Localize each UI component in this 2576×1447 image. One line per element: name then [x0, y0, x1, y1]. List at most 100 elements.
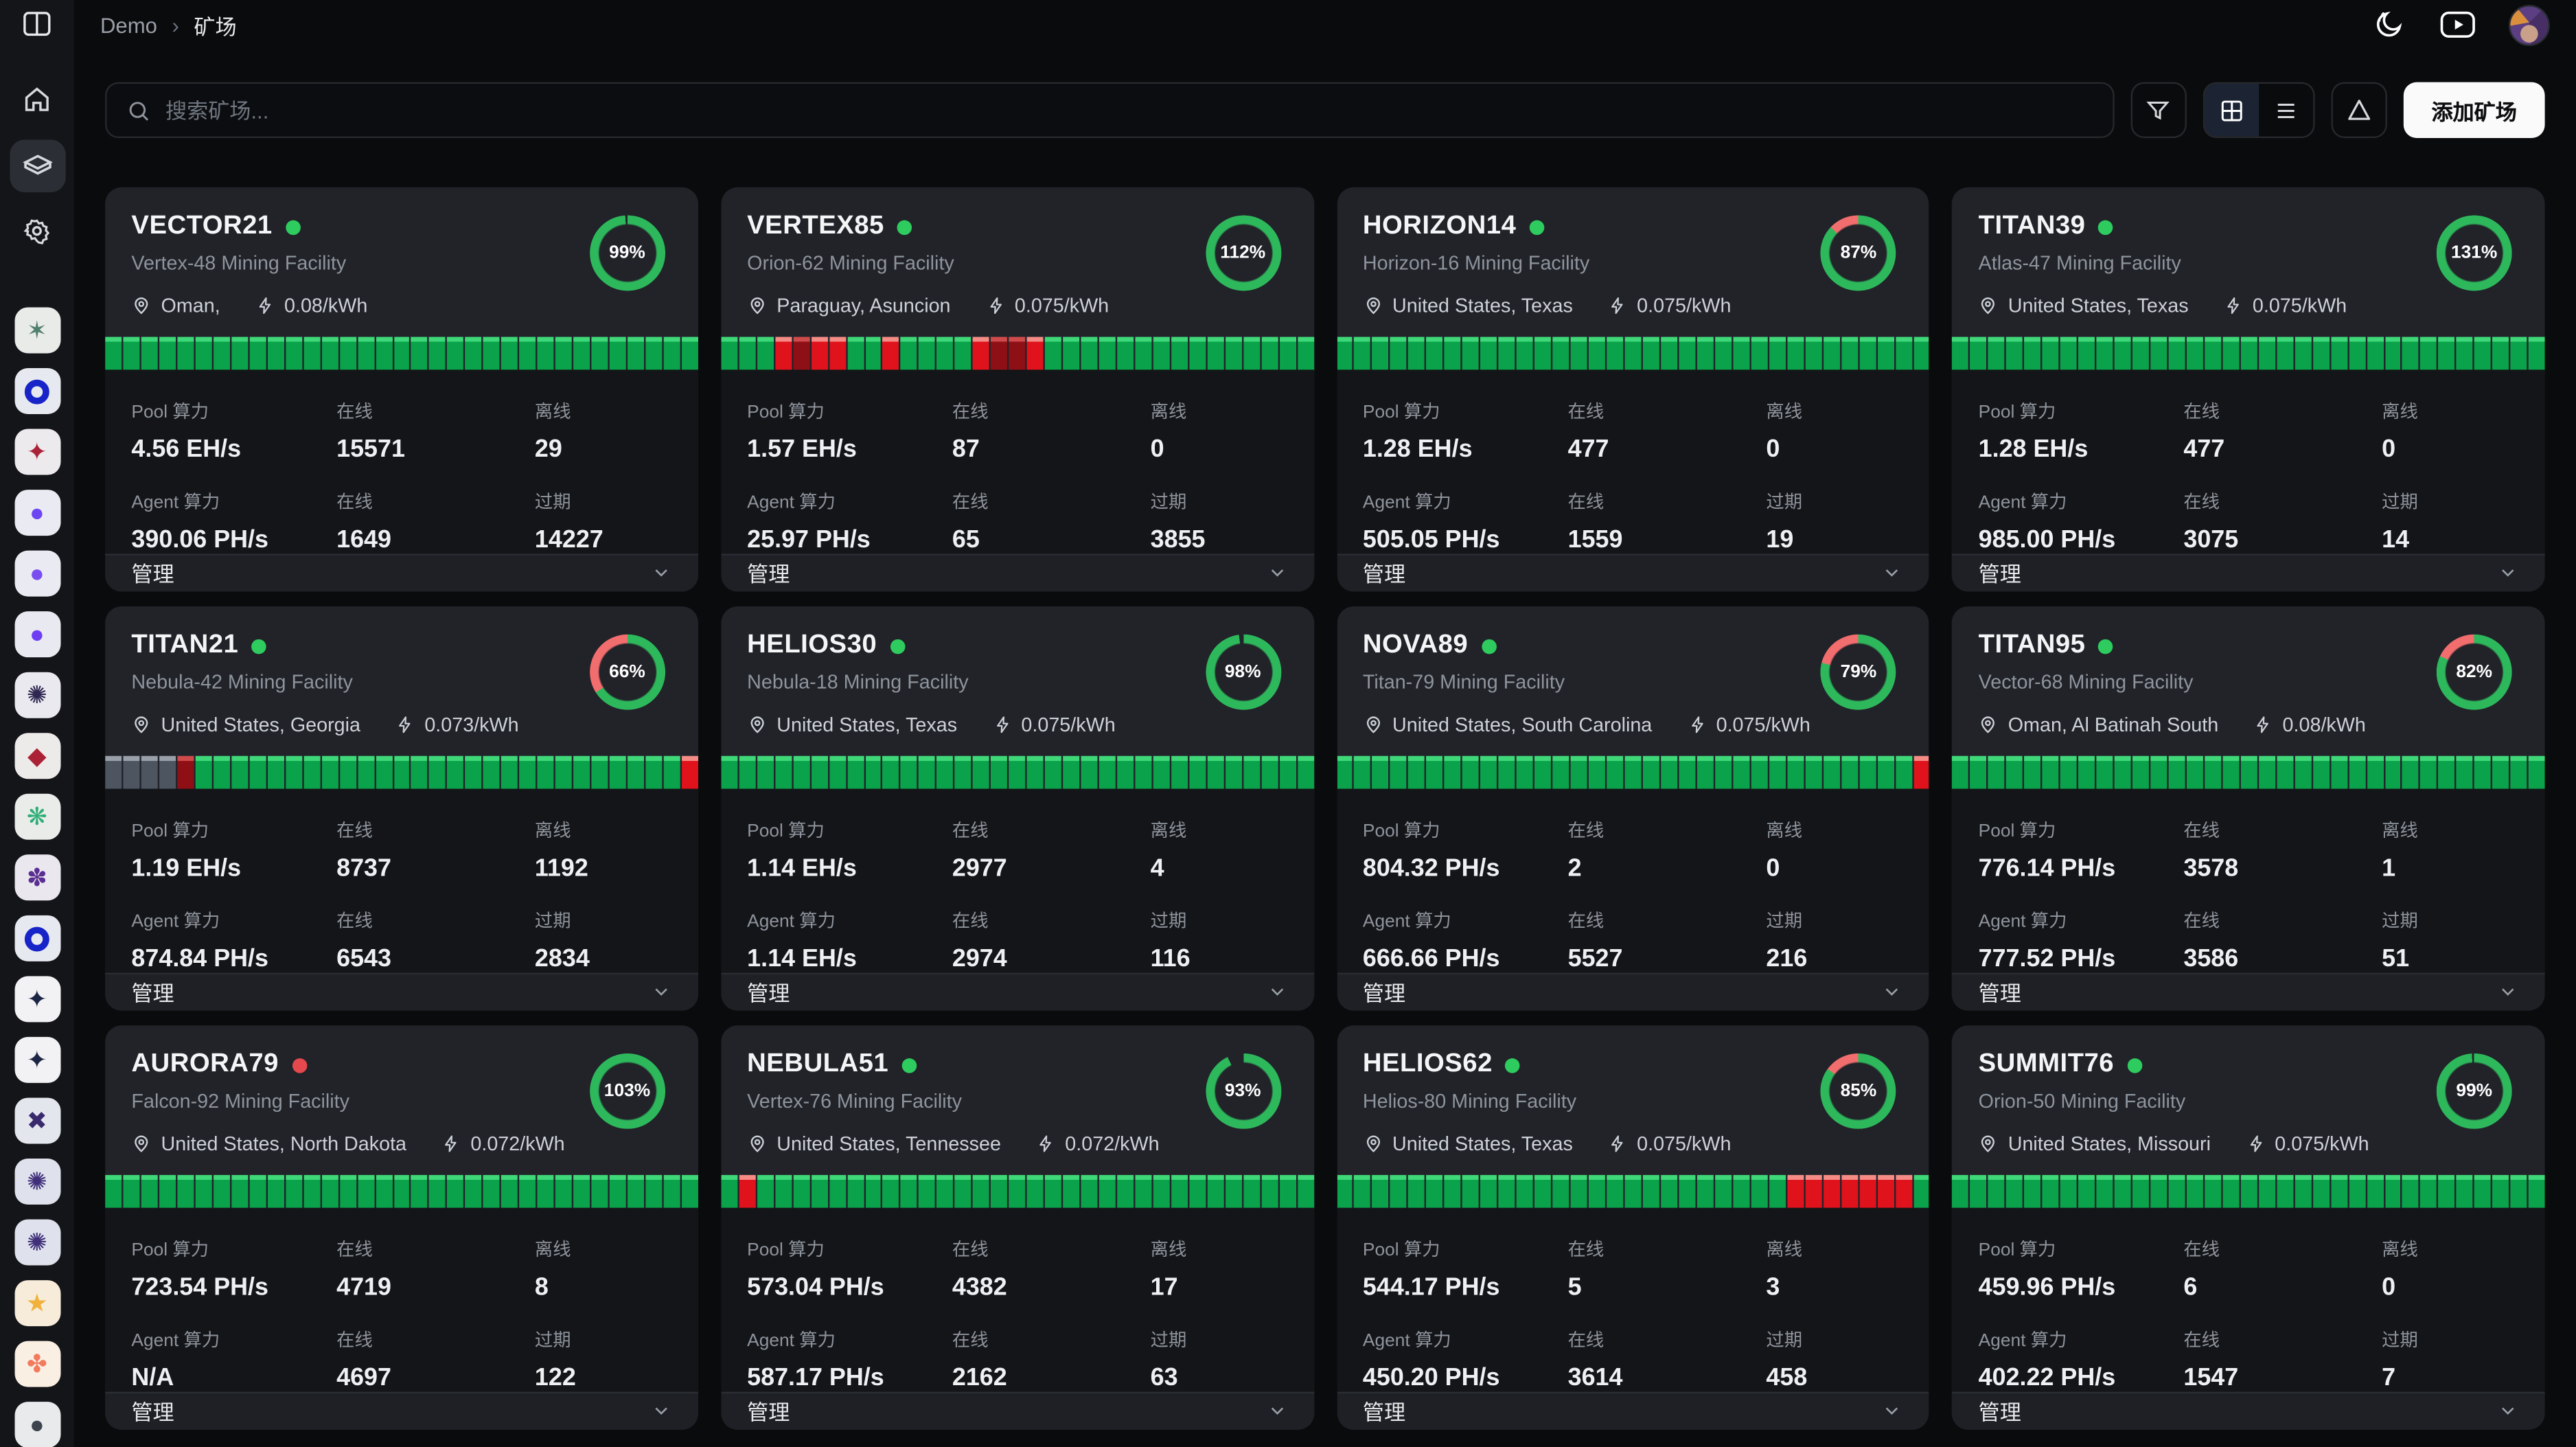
org-avatar[interactable]: ●	[14, 550, 60, 597]
farm-card[interactable]: VERTEX85 Orion-62 Mining Facility Paragu…	[720, 187, 1314, 592]
manage-bar[interactable]: 管理	[1336, 554, 1929, 592]
breadcrumb-root[interactable]: Demo	[100, 12, 157, 37]
sidebar-item-home[interactable]	[9, 73, 65, 126]
agent-expired-label: 过期	[2382, 492, 2418, 513]
agent-online-value: 2162	[952, 1363, 1007, 1392]
manage-bar[interactable]: 管理	[105, 1391, 698, 1430]
farm-card[interactable]: HELIOS62 Helios-80 Mining Facility Unite…	[1336, 1025, 1929, 1430]
alerts-button[interactable]	[2331, 82, 2387, 139]
org-avatar[interactable]: ◆	[14, 733, 60, 779]
worker-bar	[610, 755, 626, 789]
add-farm-button[interactable]: 添加矿场	[2403, 82, 2545, 139]
worker-bar	[2402, 755, 2419, 789]
org-avatar[interactable]	[14, 915, 60, 961]
worker-bar	[955, 755, 971, 789]
worker-bar	[339, 337, 356, 370]
worker-bar	[1661, 337, 1677, 370]
org-avatar[interactable]: ❋	[14, 793, 60, 840]
farm-card[interactable]: TITAN39 Atlas-47 Mining Facility United …	[1952, 187, 2545, 592]
worker-bar	[1261, 1174, 1278, 1208]
farm-card[interactable]: TITAN95 Vector-68 Mining Facility Oman, …	[1952, 606, 2545, 1011]
org-avatar[interactable]: ✺	[14, 672, 60, 718]
org-avatar[interactable]: ●	[14, 490, 60, 536]
user-avatar[interactable]	[2508, 3, 2550, 45]
org-avatar[interactable]: ✶	[14, 307, 60, 354]
org-avatar[interactable]: ●	[14, 1402, 60, 1447]
worker-bar	[303, 337, 320, 370]
org-shape-icon: ✤	[26, 1349, 47, 1378]
agent-expired-value: 7	[2382, 1363, 2396, 1392]
manage-bar[interactable]: 管理	[720, 1391, 1314, 1430]
manage-bar[interactable]: 管理	[720, 972, 1314, 1011]
grid-view-button[interactable]	[2205, 84, 2259, 137]
status-dot	[890, 638, 905, 654]
manage-bar[interactable]: 管理	[105, 972, 698, 1011]
org-avatar[interactable]: ✦	[14, 429, 60, 475]
org-avatar[interactable]: ●	[14, 611, 60, 658]
manage-bar[interactable]: 管理	[1336, 972, 1929, 1011]
sidebar-item-farms[interactable]	[9, 139, 65, 192]
power-price: 0.075/kWh	[1021, 713, 1116, 737]
worker-bar	[2258, 755, 2275, 789]
list-view-button[interactable]	[2259, 84, 2313, 137]
farm-card[interactable]: TITAN21 Nebula-42 Mining Facility United…	[105, 606, 698, 1011]
agent-online-label: 在线	[336, 911, 373, 932]
org-avatar[interactable]: ✖	[14, 1097, 60, 1144]
pool-online-value: 2977	[952, 854, 1007, 882]
worker-bar	[645, 1174, 663, 1208]
power-price: 0.075/kWh	[2252, 294, 2347, 317]
theme-toggle-button[interactable]	[2371, 7, 2407, 43]
farm-card[interactable]: NEBULA51 Vertex-76 Mining Facility Unite…	[720, 1025, 1314, 1430]
manage-bar[interactable]: 管理	[1952, 1391, 2545, 1430]
farm-card[interactable]: HELIOS30 Nebula-18 Mining Facility Unite…	[720, 606, 1314, 1011]
farm-card[interactable]: HORIZON14 Horizon-16 Mining Facility Uni…	[1336, 187, 1929, 592]
pool-stats-row: Pool 算力 573.04 PH/s 在线 4382 离线 17	[747, 1235, 1287, 1301]
efficiency-ring	[589, 634, 665, 710]
manage-bar[interactable]: 管理	[105, 554, 698, 592]
search-input[interactable]	[165, 98, 2093, 123]
video-tutorial-button[interactable]	[2439, 7, 2476, 43]
worker-bar	[1027, 337, 1044, 370]
status-dot	[1506, 1057, 1521, 1073]
worker-bar	[538, 337, 554, 370]
org-avatar[interactable]: ✺	[14, 1219, 60, 1266]
worker-bar	[1498, 1174, 1515, 1208]
org-avatar[interactable]: ✽	[14, 854, 60, 901]
org-avatar[interactable]: ✦	[14, 1036, 60, 1083]
org-avatar[interactable]: ★	[14, 1280, 60, 1327]
org-avatar[interactable]: ✦	[14, 976, 60, 1023]
farm-card[interactable]: AURORA79 Falcon-92 Mining Facility Unite…	[105, 1025, 698, 1430]
manage-bar[interactable]: 管理	[1952, 554, 2545, 592]
facility-subtitle: Titan-79 Mining Facility	[1362, 670, 1565, 694]
farm-card[interactable]: NOVA89 Titan-79 Mining Facility United S…	[1336, 606, 1929, 1011]
bolt-icon	[2250, 1135, 2262, 1152]
farm-card[interactable]: VECTOR21 Vertex-48 Mining Facility Oman,…	[105, 187, 698, 592]
worker-bar	[739, 755, 755, 789]
org-avatar[interactable]	[14, 368, 60, 415]
worker-bar	[591, 755, 608, 789]
farm-card-header: VECTOR21 Vertex-48 Mining Facility Oman,…	[105, 187, 698, 317]
pool-offline-label: 离线	[1766, 821, 1803, 841]
worker-bar	[1279, 337, 1296, 370]
sidebar-item-settings[interactable]	[9, 205, 65, 258]
org-shape-icon: ✺	[26, 681, 47, 709]
search-box[interactable]	[105, 82, 2115, 139]
worker-bar	[1823, 337, 1840, 370]
farm-card[interactable]: SUMMIT76 Orion-50 Mining Facility United…	[1952, 1025, 2545, 1430]
manage-bar[interactable]: 管理	[1336, 1391, 1929, 1430]
manage-bar[interactable]: 管理	[1952, 972, 2545, 1011]
worker-bar	[213, 755, 230, 789]
pool-online-label: 在线	[1567, 402, 1605, 422]
worker-status-bars	[720, 755, 1314, 789]
sidebar-collapse-icon[interactable]	[0, 0, 74, 47]
worker-bar	[1099, 337, 1116, 370]
location-text: United States, Texas	[1392, 294, 1573, 317]
filter-button[interactable]	[2130, 82, 2187, 139]
location-row: United States, Texas 0.075/kWh	[1363, 1132, 1903, 1155]
map-pin-icon	[1981, 297, 1995, 315]
manage-bar[interactable]: 管理	[720, 554, 1314, 592]
pool-offline-value: 8	[534, 1273, 549, 1301]
worker-bar	[2204, 1174, 2221, 1208]
org-avatar[interactable]: ✤	[14, 1341, 60, 1387]
org-avatar[interactable]: ✺	[14, 1159, 60, 1205]
